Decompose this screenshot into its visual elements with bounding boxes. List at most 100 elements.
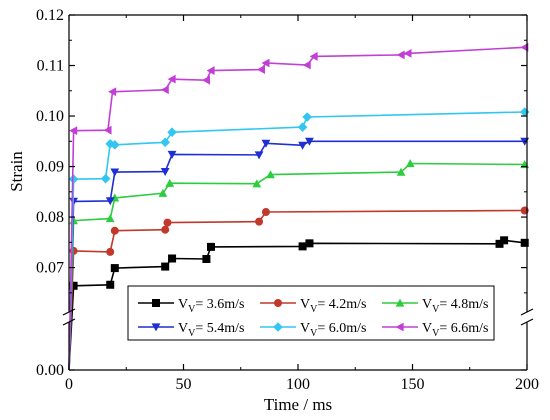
x-tick-label: 150 [401,376,425,393]
legend-label: VV= 6.6m/s [422,321,488,339]
data-point [302,112,312,122]
axis-break-mark [520,318,534,326]
legend-marker [395,298,405,307]
data-point [69,281,78,290]
x-tick-label: 100 [286,376,310,393]
data-point [108,87,117,97]
legend-label: VV= 4.2m/s [300,297,366,315]
data-point [396,167,406,176]
data-point [298,242,307,251]
legend-label: VV= 4.8m/s [422,297,488,315]
legend-marker [152,299,160,307]
data-point [206,242,215,251]
data-point [255,217,264,226]
data-point [500,236,509,245]
legend-box [127,285,495,341]
data-point [160,85,169,95]
x-tick-label: 50 [176,376,192,393]
data-point [305,137,314,146]
series-line [68,111,525,371]
data-point [309,52,318,61]
legend-label: VV= 5.4m/s [178,321,244,339]
data-point [103,125,112,135]
data-point [261,139,271,148]
legend-item: VV= 6.0m/s [260,321,366,339]
data-point [110,226,119,235]
data-point [161,225,170,234]
data-point [160,168,170,177]
legend-marker [273,322,283,332]
legend-marker [274,299,282,307]
data-point [298,141,307,150]
y-tick-label: 0.12 [36,7,64,24]
data-point [167,150,177,159]
data-point [160,137,170,148]
legend-marker [395,322,404,332]
axis-break-mark [520,308,534,316]
legend-item: VV= 4.2m/s [260,297,366,315]
series-6 [68,42,529,371]
axis-break-mark [62,318,76,326]
data-point [519,107,530,117]
data-point [167,74,176,84]
data-point [495,239,504,248]
x-tick-label: 200 [515,376,539,393]
y-tick-label: 0.10 [36,108,64,125]
data-point [302,60,311,70]
data-point [403,48,412,58]
data-point [405,159,415,168]
data-point [297,122,308,132]
data-point [106,280,115,289]
data-point [256,65,265,74]
data-point [68,174,79,184]
data-point [252,179,262,188]
data-point [69,126,78,136]
series-5 [68,107,530,371]
series-1 [68,236,529,371]
legend: VV= 3.6m/s VV= 4.2m/s VV= 4.8m/s VV= 5.4m/s… [127,285,495,341]
data-point [261,58,270,68]
data-point [165,178,175,187]
legend-item: VV= 5.4m/s [138,321,244,339]
data-point [305,239,314,248]
y-tick-label: 0.11 [37,58,64,75]
data-point [206,66,215,75]
legend-item: VV= 4.8m/s [382,297,488,315]
data-point [254,151,264,160]
data-point [202,75,210,85]
data-point [261,208,270,217]
data-point [105,197,115,206]
data-point [202,254,211,263]
data-point [167,127,177,137]
series-layer [68,42,530,371]
legend-item: VV= 3.6m/s [138,297,244,315]
data-point [520,238,529,247]
legend-marker [151,323,161,332]
data-point [520,42,529,52]
data-point [110,140,120,150]
data-point [168,254,177,263]
data-point [106,247,115,256]
x-axis-title: Time / ms [264,395,332,414]
data-point [396,50,405,60]
data-point [110,168,120,177]
data-point [100,173,111,184]
axes: 0 50 100 150 200 0.00 0.07 0.08 0.09 0.10 0.11 0.12 [36,7,539,393]
data-point [266,170,275,179]
data-point [110,264,119,273]
axis-break-mark [62,308,76,316]
data-point [105,214,115,223]
y-tick-label: 0.08 [36,209,64,226]
legend-label: VV= 6.0m/s [300,321,366,339]
y-tick-label: 0.09 [36,159,64,176]
data-point [158,188,168,197]
legend-item: VV= 6.6m/s [382,321,488,339]
data-point [163,218,172,227]
x-tick-label: 0 [65,376,73,393]
y-tick-label: 0.07 [36,260,64,277]
y-axis-title: Strain [7,151,26,192]
y-tick-label: 0.00 [36,362,64,379]
series-2 [68,206,529,371]
data-point [161,262,170,271]
